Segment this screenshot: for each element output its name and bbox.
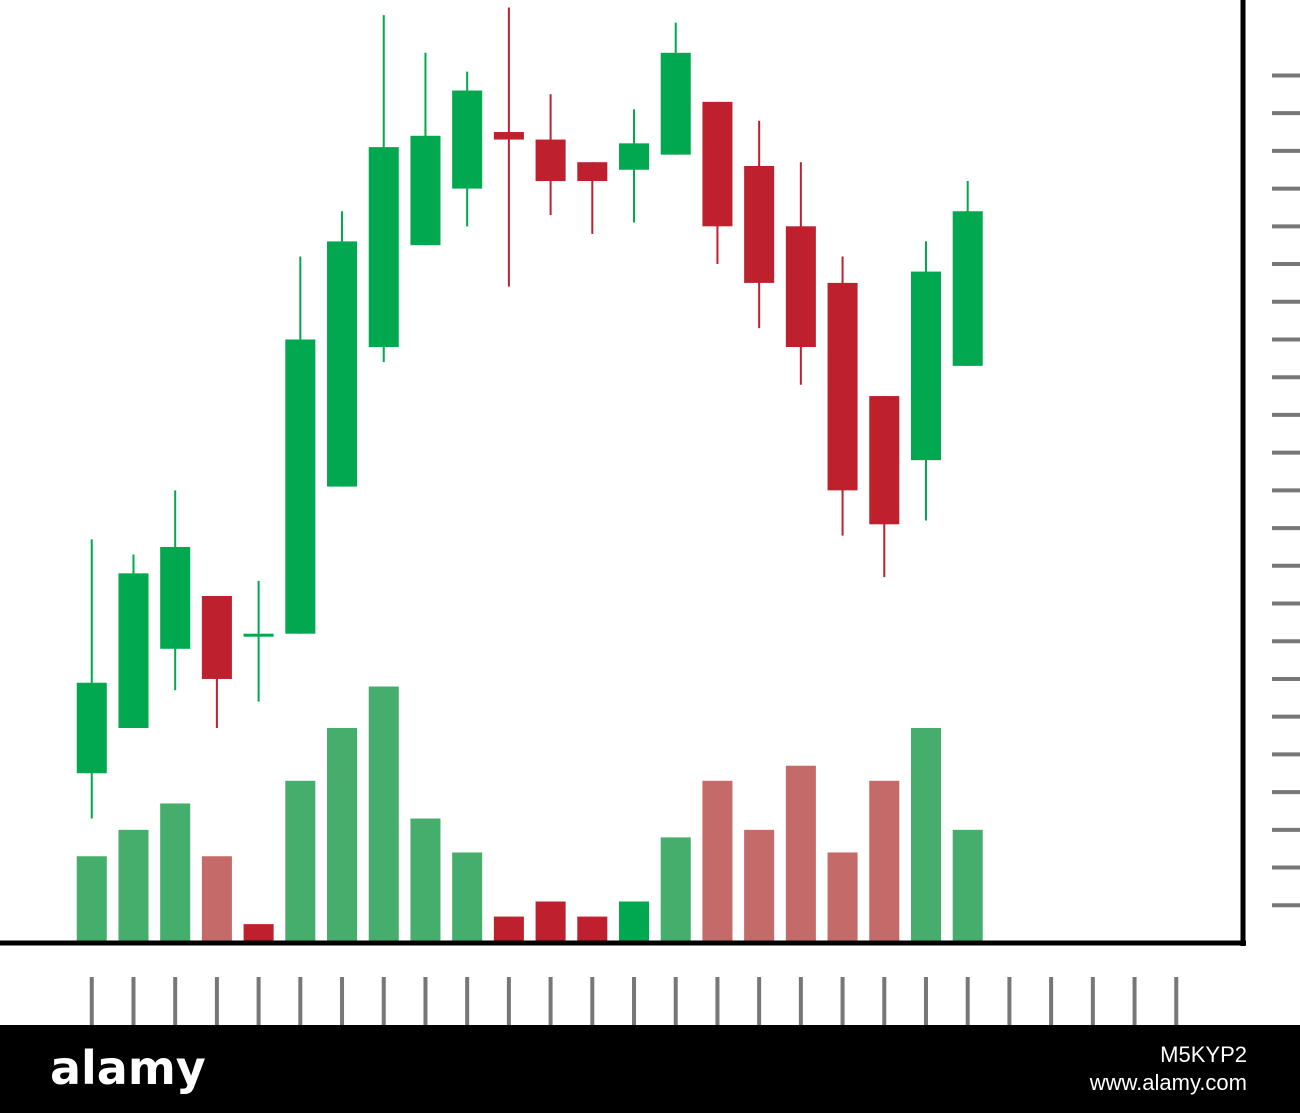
volume-bar: [118, 829, 149, 943]
candle-body: [869, 396, 900, 525]
volume-bar: [827, 852, 858, 943]
volume-bar: [577, 916, 608, 943]
candle-body: [493, 132, 524, 140]
candle-body: [827, 282, 858, 491]
brand-logo: alamy: [50, 1041, 206, 1095]
candle-body: [327, 241, 358, 487]
candle-body: [618, 143, 650, 170]
volume-bar: [618, 901, 650, 943]
volume-bar: [76, 856, 107, 943]
candle-body: [535, 139, 566, 182]
volume-bar: [243, 924, 274, 943]
image-id: M5KYP2: [1160, 1042, 1247, 1067]
candle-body: [160, 546, 191, 649]
volume-bar: [702, 780, 733, 943]
volume-bar: [160, 803, 191, 943]
volume-bar: [952, 829, 983, 943]
candle-body: [785, 226, 816, 348]
volume-bar: [368, 686, 399, 943]
candle-body: [118, 573, 149, 728]
volume-bar: [910, 727, 942, 943]
volume-bar: [535, 901, 566, 943]
volume-bar: [201, 856, 232, 943]
candle-body: [577, 162, 608, 182]
volume-bar: [744, 829, 775, 943]
candle-body: [285, 339, 316, 634]
candle-body: [368, 147, 399, 348]
volume-bar: [869, 780, 900, 943]
candle-body: [452, 90, 483, 189]
site-url: www.alamy.com: [1089, 1070, 1247, 1095]
candle-body: [201, 595, 232, 679]
volume-bar: [660, 837, 691, 943]
volume-bar: [452, 852, 483, 943]
candle-body: [410, 135, 441, 246]
candle-body: [910, 271, 942, 461]
volume-bar: [493, 916, 524, 943]
volume-bar: [785, 765, 816, 943]
candle-body: [952, 211, 983, 366]
candle-body: [660, 52, 691, 155]
candle-body: [702, 101, 733, 227]
volume-bar: [410, 818, 441, 943]
volume-bar: [285, 780, 316, 943]
candle-body: [76, 682, 107, 774]
volume-bar: [327, 727, 358, 943]
candle-body: [744, 165, 775, 283]
candle-body: [243, 633, 274, 637]
footer-band: [0, 1025, 1300, 1113]
